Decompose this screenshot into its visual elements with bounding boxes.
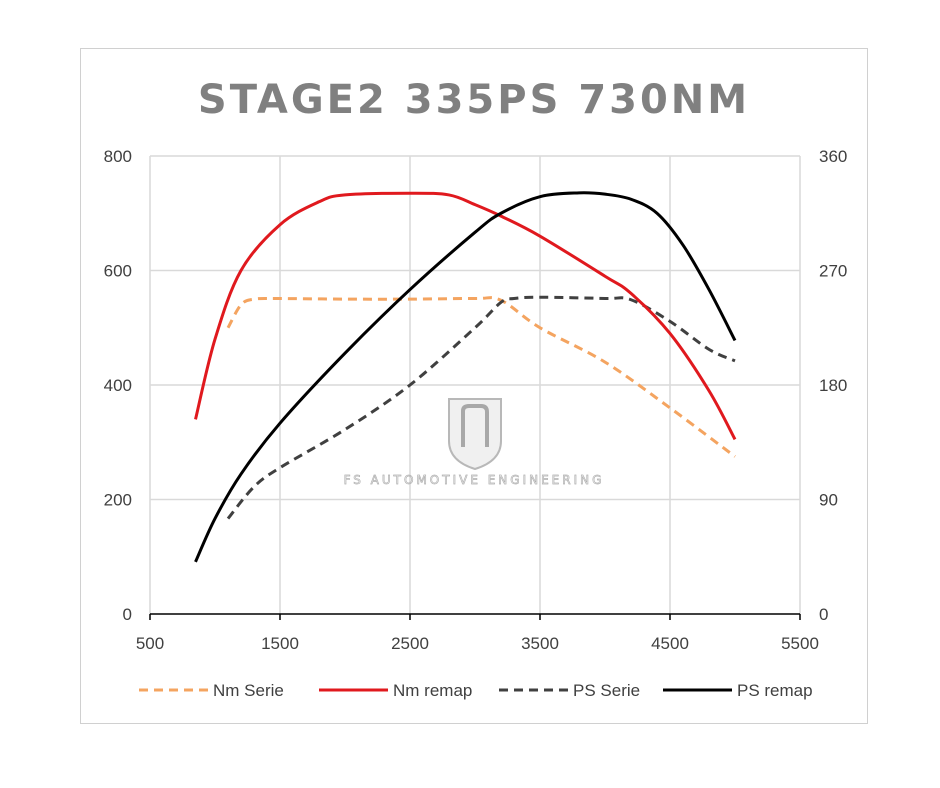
legend-label-nm-remap: Nm remap [393, 681, 472, 700]
grid-lines [150, 155, 800, 614]
y-left-tick-label: 200 [104, 491, 132, 510]
legend-label-nm-serie: Nm Serie [213, 681, 284, 700]
y-left-tick-label: 0 [123, 605, 132, 624]
chart-frame: STAGE2 335PS 730NM FS AUTOMOTIVE ENGINEE… [80, 48, 868, 724]
axes [149, 156, 801, 620]
series-line-nm-remap [194, 191, 737, 441]
chart-title: STAGE2 335PS 730NM [198, 77, 750, 123]
x-tick-label: 5500 [781, 634, 819, 653]
fs-shield-logo-icon [448, 398, 502, 471]
x-tick-label: 500 [136, 634, 164, 653]
y-right-tick-label: 270 [819, 262, 847, 281]
x-tick-label: 1500 [261, 634, 299, 653]
y-right-tick-label: 360 [819, 147, 847, 166]
y-left-tick-label: 600 [104, 262, 132, 281]
x-tick-label: 3500 [521, 634, 559, 653]
y-left-tick-label: 800 [104, 147, 132, 166]
tick-labels: 500 1500 2500 3500 4500 550002004006008000901… [104, 147, 848, 653]
legend-label-ps-remap: PS remap [737, 681, 813, 700]
x-tick-label: 2500 [391, 634, 429, 653]
watermark-text: FS AUTOMOTIVE ENGINEERING [344, 473, 605, 487]
series-line-ps-serie [226, 295, 736, 520]
legend: Nm Serie Nm remap PS Serie PS remap [139, 681, 813, 700]
chart-svg: STAGE2 335PS 730NM FS AUTOMOTIVE ENGINEE… [104, 77, 848, 700]
series-line-ps-remap [194, 191, 737, 563]
y-right-tick-label: 90 [819, 491, 838, 510]
y-left-tick-label: 400 [104, 376, 132, 395]
series-lines [194, 191, 737, 563]
x-tick-label: 4500 [651, 634, 689, 653]
y-right-tick-label: 180 [819, 376, 847, 395]
y-right-tick-label: 0 [819, 605, 828, 624]
legend-label-ps-serie: PS Serie [573, 681, 640, 700]
watermark: FS AUTOMOTIVE ENGINEERING [343, 398, 605, 487]
